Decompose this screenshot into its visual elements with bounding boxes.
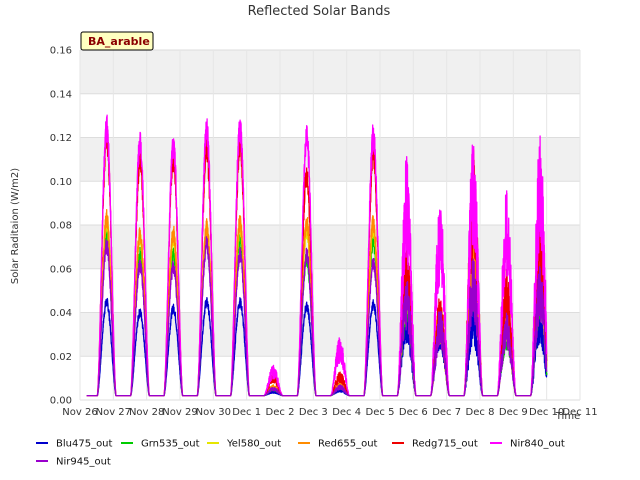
site-badge: BA_arable <box>80 31 154 51</box>
plot-bands <box>80 50 580 357</box>
chart-title: Reflected Solar Bands <box>248 4 391 19</box>
x-tick-label: Dec 1 <box>232 407 261 418</box>
x-tick-label: Nov 27 <box>96 407 131 418</box>
x-tick-label: Dec 9 <box>499 407 528 418</box>
legend-label: Nir840_out <box>510 439 565 450</box>
y-tick-label: 0.04 <box>50 308 72 319</box>
legend: Blu475_out Grn535_out Yel580_out Red655_out… <box>36 439 565 468</box>
x-tick-label: Dec 4 <box>332 407 361 418</box>
plot-band <box>80 137 580 182</box>
y-axis-ticks: 0.00 0.02 0.04 0.06 0.08 0.10 0.12 0.14 0.16 <box>50 46 72 407</box>
x-tick-label: Nov 28 <box>129 407 164 418</box>
plot-band <box>80 312 580 357</box>
x-axis-label: Time <box>555 411 580 422</box>
legend-label: Red655_out <box>318 439 378 450</box>
x-tick-label: Dec 11 <box>562 407 597 418</box>
y-tick-label: 0.00 <box>50 396 72 407</box>
y-tick-label: 0.10 <box>50 177 72 188</box>
x-tick-label: Dec 2 <box>266 407 295 418</box>
legend-label: Redg715_out <box>412 439 478 450</box>
x-tick-label: Dec 7 <box>432 407 461 418</box>
y-tick-label: 0.12 <box>50 133 72 144</box>
x-tick-label: Dec 8 <box>466 407 495 418</box>
plot-band <box>80 50 580 94</box>
legend-label: Nir945_out <box>56 457 111 468</box>
legend-label: Grn535_out <box>141 439 200 450</box>
y-axis-label: Solar Raditaion (W/m2) <box>10 168 21 284</box>
x-tick-label: Nov 26 <box>62 407 97 418</box>
site-badge-box <box>80 31 154 51</box>
x-tick-label: Dec 3 <box>299 407 328 418</box>
x-tick-label: Dec 5 <box>366 407 395 418</box>
legend-label: Yel580_out <box>226 439 281 450</box>
y-tick-label: 0.02 <box>50 352 72 363</box>
y-tick-label: 0.16 <box>50 46 72 57</box>
y-tick-label: 0.06 <box>50 264 72 275</box>
series-line-nir945_out <box>86 236 548 397</box>
y-tick-label: 0.08 <box>50 221 72 232</box>
site-badge-label: BA_arable <box>88 35 150 48</box>
x-tick-label: Dec 10 <box>529 407 564 418</box>
legend-label: Blu475_out <box>56 439 113 450</box>
x-tick-label: Dec 6 <box>399 407 428 418</box>
series-lines <box>86 114 548 397</box>
plot-band <box>80 225 580 269</box>
x-tick-label: Nov 30 <box>196 407 231 418</box>
x-tick-label: Nov 29 <box>162 407 197 418</box>
y-tick-label: 0.14 <box>50 89 72 100</box>
